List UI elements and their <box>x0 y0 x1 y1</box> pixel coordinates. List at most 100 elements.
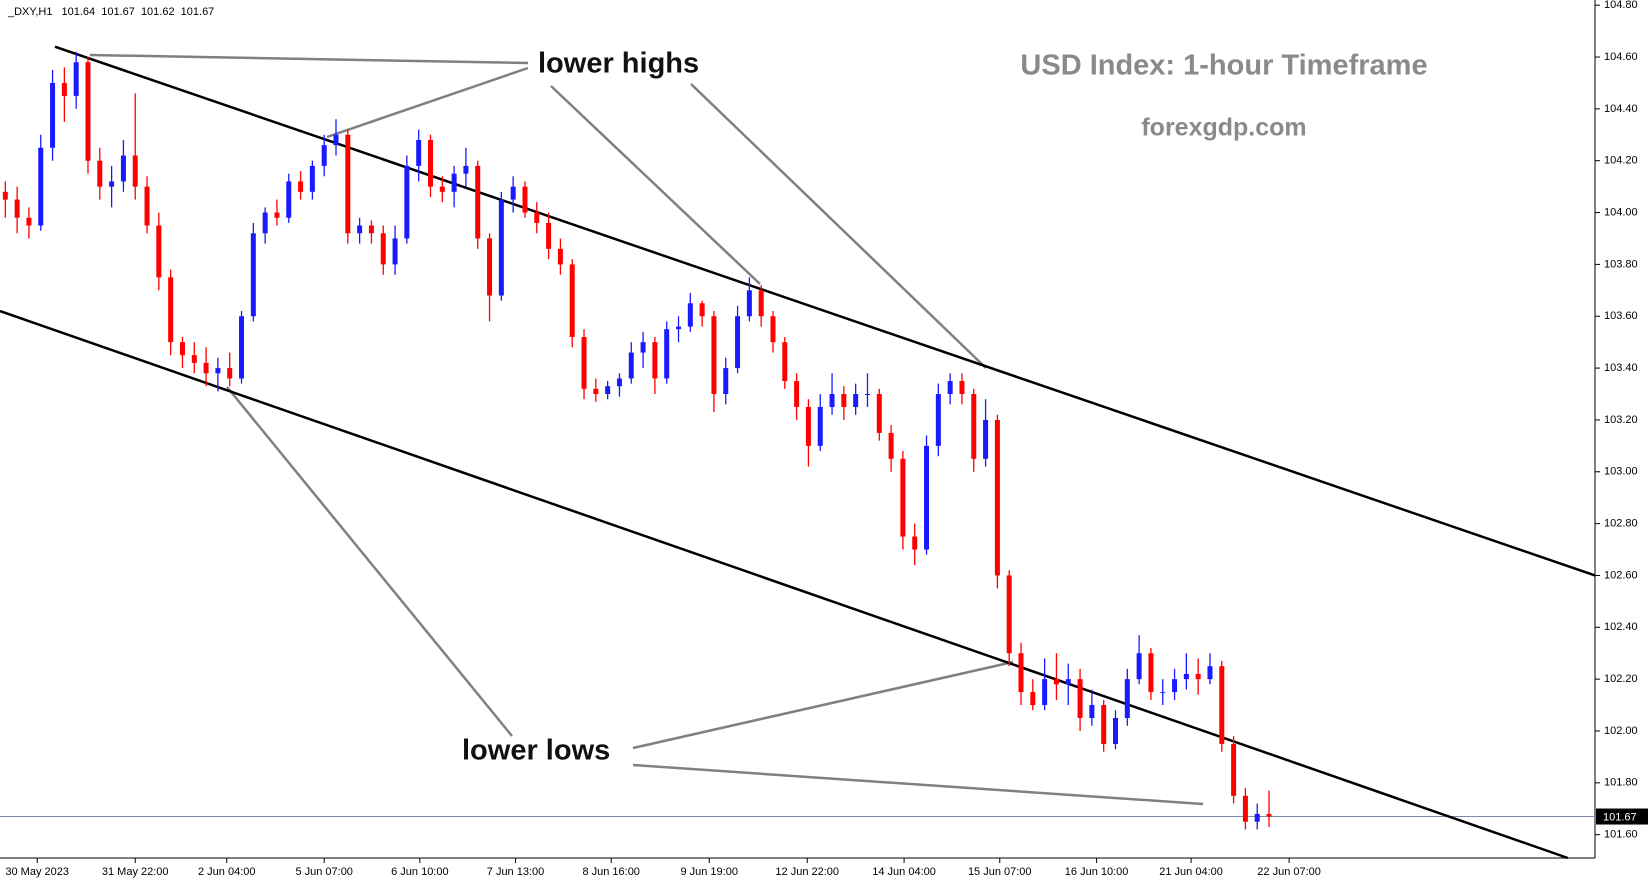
candle-body <box>321 145 327 166</box>
y-tick-label: 102.80 <box>1604 518 1638 530</box>
candles <box>2 51 1272 830</box>
candle-body <box>782 342 788 382</box>
candle-body <box>959 381 965 395</box>
candle-body <box>1148 653 1154 693</box>
candle-body <box>546 222 552 249</box>
candle-body <box>805 406 811 446</box>
y-tick-label: 102.40 <box>1604 621 1638 633</box>
candle-body <box>1053 679 1059 685</box>
y-tick-label: 102.60 <box>1604 569 1638 581</box>
chart-subtitle: forexgdp.com <box>1141 114 1306 142</box>
candle-body <box>994 419 1000 576</box>
candle-body <box>227 368 233 379</box>
header-value: 101.67 <box>181 6 215 18</box>
candle-body <box>1018 653 1024 693</box>
candle-body <box>581 336 587 389</box>
y-tick-label: 104.20 <box>1604 155 1638 167</box>
candle-body <box>345 134 351 234</box>
candle-body <box>26 217 32 226</box>
symbol: _DXY,H1 <box>7 6 52 18</box>
candle-body <box>2 191 8 200</box>
candle-body <box>676 326 682 330</box>
candle-body <box>616 378 622 387</box>
candle-body <box>794 381 800 407</box>
candle-body <box>1030 692 1036 706</box>
candle-body <box>652 342 658 379</box>
candle-body <box>971 394 977 459</box>
trend-line <box>54 45 1596 577</box>
candle-body <box>1136 653 1142 680</box>
candle-body <box>274 212 280 218</box>
candle-body <box>298 181 304 192</box>
candle-body <box>569 264 575 337</box>
pointer-line <box>226 386 513 737</box>
candle-body <box>427 139 433 187</box>
candle-body <box>380 233 386 265</box>
x-tick-label: 7 Jun 13:00 <box>487 866 545 878</box>
x-tick-label: 16 Jun 10:00 <box>1065 866 1129 878</box>
candle-body <box>687 303 693 327</box>
x-tick-label: 22 Jun 07:00 <box>1257 866 1321 878</box>
x-tick-label: 15 Jun 07:00 <box>968 866 1032 878</box>
candle-body <box>817 406 823 446</box>
candle-body <box>1266 813 1272 817</box>
candle-body <box>1183 673 1189 680</box>
y-tick-label: 104.40 <box>1604 103 1638 115</box>
candle-body <box>250 233 256 317</box>
candle-body <box>699 303 705 317</box>
candle-body <box>1242 795 1248 822</box>
candle-body <box>605 386 611 395</box>
candle-body <box>534 212 540 223</box>
candle-body <box>368 225 374 234</box>
candle-body <box>132 155 138 187</box>
candle-body <box>758 290 764 317</box>
y-tick-label: 102.20 <box>1604 673 1638 685</box>
candle-body <box>392 238 398 265</box>
candle-body <box>522 186 528 213</box>
y-tick-label: 103.80 <box>1604 258 1638 270</box>
candle-body <box>1219 666 1225 744</box>
pointer-line <box>326 66 529 139</box>
candle-body <box>262 212 268 234</box>
candle-body <box>876 394 882 433</box>
candle-body <box>746 290 752 317</box>
y-tick-label: 104.80 <box>1604 0 1638 11</box>
candle-body <box>1112 718 1118 744</box>
x-tick-label: 6 Jun 10:00 <box>391 866 449 878</box>
candle-body <box>1195 673 1201 680</box>
candle-body <box>900 458 906 537</box>
candle-body <box>215 368 221 374</box>
candle-body <box>463 165 469 174</box>
x-tick-label: 31 May 22:00 <box>102 866 169 878</box>
candle-body <box>912 536 918 550</box>
candle-body <box>1101 705 1107 744</box>
candle-body <box>1089 705 1095 719</box>
candle-body <box>404 165 410 239</box>
candle-body <box>983 419 989 459</box>
chart-header: _DXY,H1 101.64 101.67 101.62 101.67 <box>7 6 214 18</box>
x-tick-label: 2 Jun 04:00 <box>198 866 256 878</box>
candle-body <box>451 173 457 192</box>
candle-body <box>1254 813 1260 822</box>
y-tick-label: 101.80 <box>1604 777 1638 789</box>
candle-body <box>475 165 481 239</box>
candle-body <box>888 432 894 459</box>
price-label-box <box>1596 808 1648 825</box>
candle-body <box>770 316 776 343</box>
candle-body <box>1124 679 1130 719</box>
candle-body <box>864 394 870 396</box>
candle-body <box>628 352 634 379</box>
candle-body <box>14 199 20 218</box>
candle-body <box>593 388 599 395</box>
candle-body <box>557 248 563 265</box>
pointer-line <box>632 660 1014 750</box>
candle-body <box>735 316 741 369</box>
candle-body <box>109 181 115 187</box>
candle-body <box>38 147 44 226</box>
candle-body <box>97 160 103 187</box>
header-value: 101.67 <box>101 6 135 18</box>
candle-body <box>1231 743 1237 796</box>
candle-body <box>498 199 504 296</box>
